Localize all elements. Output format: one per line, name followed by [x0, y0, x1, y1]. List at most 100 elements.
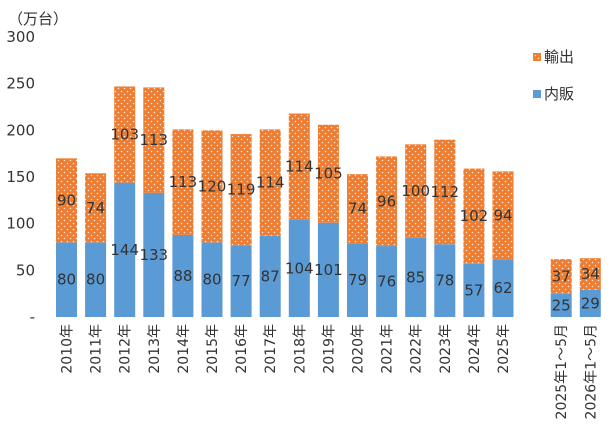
data-label: 29 [581, 294, 600, 312]
bar-segment-domestic [550, 293, 572, 317]
bar-segment-domestic [143, 192, 165, 317]
y-tick-label: 150 [6, 168, 35, 186]
bar-segment-export [114, 86, 136, 183]
data-label: 76 [377, 273, 396, 291]
x-tick-label: 2016年 [234, 324, 250, 374]
y-tick-label: - [30, 308, 35, 326]
bar-segment-domestic [114, 182, 136, 317]
data-label: 103 [110, 126, 139, 144]
bar-segment-domestic [56, 242, 77, 317]
bars-group: 80 90 80 74 144 103 133 113 88 113 80 120 77 119 87 114… [56, 86, 601, 317]
data-label: 114 [256, 174, 285, 192]
y-tick-label: 300 [6, 28, 35, 46]
bar-segment-domestic [230, 245, 252, 317]
x-tick-label: 2025年1～5月 [554, 324, 570, 419]
legend-label: 輸出 [544, 48, 574, 66]
data-label: 119 [227, 181, 256, 199]
data-label: 87 [261, 267, 280, 285]
bar-segment-export [434, 139, 456, 245]
x-tick-label: 2018年 [292, 324, 308, 374]
bar-segment-export [85, 173, 107, 243]
bar-segment-export [172, 129, 194, 235]
x-tick-label: 2020年 [351, 324, 367, 374]
data-label: 114 [285, 158, 314, 176]
x-tick-label: 2015年 [205, 324, 221, 374]
bar-segment-export [376, 156, 398, 247]
data-label: 57 [464, 281, 483, 299]
y-tick-label: 200 [6, 121, 35, 139]
bar-segment-domestic [434, 244, 456, 317]
x-axis: 2010年 2011年 2012年 2013年 2014年 2015年 2016年 2017年… [60, 324, 600, 419]
bar-segment-export [230, 134, 252, 246]
bar-segment-domestic [201, 242, 223, 317]
data-label: 96 [377, 192, 396, 210]
x-tick-label: 2017年 [263, 324, 279, 374]
data-label: 37 [552, 267, 571, 285]
x-tick-label: 2013年 [147, 324, 163, 374]
bar-segment-export [143, 87, 165, 193]
data-label: 74 [86, 199, 105, 217]
bar-segment-domestic [172, 234, 194, 317]
data-label: 104 [285, 259, 314, 277]
data-label: 80 [202, 271, 221, 289]
data-label: 100 [401, 182, 430, 200]
data-label: 101 [314, 261, 343, 279]
y-tick-label: 250 [6, 75, 35, 93]
bar-segment-export [259, 129, 281, 236]
data-label: 77 [232, 272, 251, 290]
bar-segment-domestic [579, 289, 601, 317]
data-label: 74 [348, 200, 367, 218]
data-label: 94 [493, 206, 512, 224]
bar-segment-export [288, 113, 310, 220]
y-tick-label: 100 [6, 215, 35, 233]
bar-segment-domestic [405, 237, 427, 317]
bar-segment-domestic [463, 263, 485, 317]
x-tick-label: 2022年 [409, 324, 425, 374]
data-label: 62 [493, 279, 512, 297]
x-tick-label: 2023年 [438, 324, 454, 374]
bar-segment-export [347, 174, 368, 244]
x-tick-label: 2014年 [176, 324, 192, 374]
bar-segment-export [579, 258, 601, 290]
bar-segment-export [492, 171, 514, 260]
legend-label: 内販 [544, 85, 574, 103]
data-label: 79 [348, 271, 367, 289]
x-tick-label: 2012年 [118, 324, 134, 374]
data-label: 80 [86, 271, 105, 289]
data-label: 120 [198, 177, 227, 195]
bar-segment-domestic [376, 246, 398, 317]
legend-swatch [533, 90, 541, 98]
bar-segment-domestic [492, 259, 514, 317]
data-label: 113 [139, 131, 168, 149]
y-axis: - 50 100 150 200 250 300 [6, 28, 35, 326]
bar-segment-export [56, 158, 77, 243]
x-tick-label: 2025年 [496, 324, 512, 374]
x-tick-label: 2021年 [380, 324, 396, 374]
data-label: 113 [169, 173, 198, 191]
x-tick-label: 2010年 [60, 324, 76, 374]
bar-segment-export [317, 124, 339, 223]
bar-segment-export [201, 130, 223, 243]
data-label: 105 [314, 165, 343, 183]
bar-segment-export [463, 168, 485, 264]
y-tick-label: 50 [16, 261, 35, 279]
x-tick-label: 2026年1～5月 [583, 324, 599, 419]
data-label: 80 [57, 271, 76, 289]
bar-segment-domestic [288, 219, 310, 317]
data-label: 25 [552, 296, 571, 314]
data-label: 85 [406, 268, 425, 286]
bar-segment-export [405, 144, 427, 238]
data-label: 90 [57, 191, 76, 209]
y-axis-unit-label: （万台） [8, 10, 68, 28]
data-label: 133 [139, 246, 168, 264]
data-label: 78 [435, 272, 454, 290]
legend-swatch [533, 53, 541, 61]
data-label: 112 [430, 183, 459, 201]
bar-segment-domestic [259, 235, 281, 317]
bar-segment-export [550, 259, 572, 294]
x-tick-label: 2019年 [321, 324, 337, 374]
data-label: 144 [110, 241, 139, 259]
x-tick-label: 2024年 [467, 324, 483, 374]
